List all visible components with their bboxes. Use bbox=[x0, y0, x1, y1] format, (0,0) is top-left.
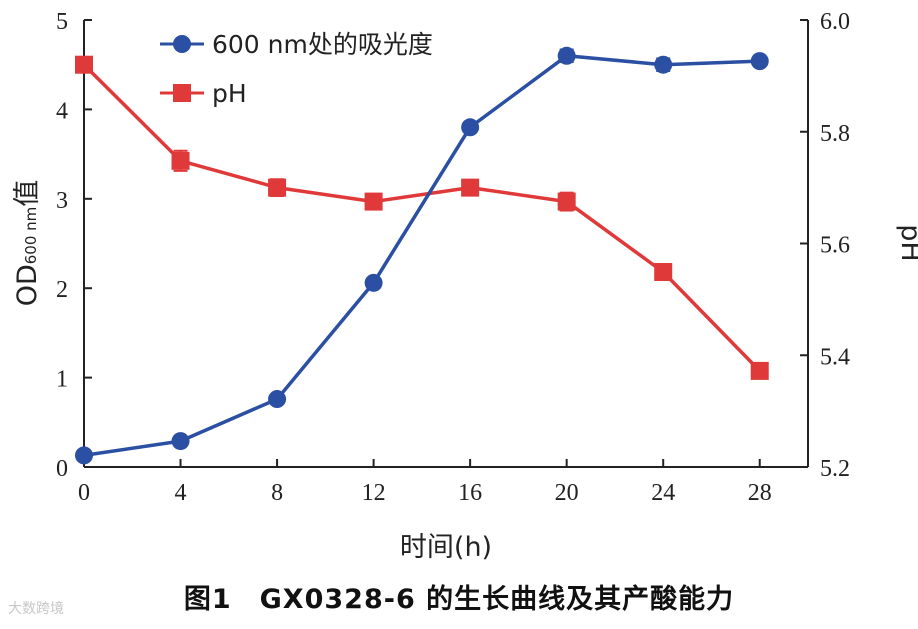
data-point-ph bbox=[268, 178, 287, 197]
x-axis-title: 时间(h) bbox=[400, 532, 492, 563]
data-point-ph bbox=[461, 178, 480, 197]
legend-od-label: 600 nm处的吸光度 bbox=[212, 30, 433, 59]
y-left-tick-label: 2 bbox=[56, 277, 68, 303]
y-right-tick-label: 5.4 bbox=[820, 344, 850, 370]
series-line-od bbox=[83, 54, 760, 458]
y-right-tick-label: 5.2 bbox=[820, 456, 850, 482]
watermark: 大数跨境 bbox=[8, 601, 64, 617]
x-tick-label: 28 bbox=[748, 480, 772, 506]
y-axis-title-left: OD600 nm值 bbox=[12, 180, 43, 307]
data-point-od bbox=[268, 390, 287, 409]
legend-ph-marker bbox=[173, 84, 191, 102]
data-point-ph bbox=[171, 151, 190, 170]
data-point-od bbox=[171, 432, 190, 451]
y-axis-title-left-sub: 600 nm bbox=[22, 207, 40, 265]
data-point-ph bbox=[750, 361, 769, 380]
figure-caption: 图1 GX0328-6 的生长曲线及其产酸能力 bbox=[183, 584, 735, 615]
x-tick-label: 20 bbox=[555, 480, 579, 506]
y-right-tick-label: 5.6 bbox=[820, 233, 850, 259]
data-point-od bbox=[654, 55, 673, 74]
data-point-od bbox=[75, 446, 93, 465]
y-axis-title-right: pH bbox=[895, 224, 918, 261]
y-axis-title-left-main: OD bbox=[12, 264, 43, 306]
y-right-tick-label: 6.0 bbox=[820, 9, 850, 35]
y-axis-title-left-tail: 值 bbox=[12, 180, 43, 207]
series-line-ph bbox=[82, 63, 761, 373]
data-point-ph bbox=[654, 262, 673, 281]
y-right-tick-label: 5.8 bbox=[820, 121, 850, 147]
legend: 600 nm处的吸光度 pH bbox=[160, 30, 433, 108]
y-left-tick-label: 5 bbox=[56, 9, 68, 35]
y-left-tick-label: 0 bbox=[56, 456, 68, 482]
data-point-ph bbox=[75, 55, 93, 74]
x-tick-label: 12 bbox=[362, 480, 386, 506]
x-tick-label: 8 bbox=[271, 480, 283, 506]
series-layer bbox=[75, 46, 769, 465]
y-left-tick-label: 4 bbox=[56, 98, 68, 124]
plot-frame bbox=[83, 20, 809, 468]
data-point-od bbox=[461, 118, 480, 137]
data-point-od bbox=[750, 52, 769, 71]
data-point-ph bbox=[364, 192, 383, 211]
x-tick-label: 0 bbox=[78, 480, 90, 506]
data-point-od bbox=[557, 46, 576, 65]
data-point-ph bbox=[557, 192, 576, 211]
x-tick-label: 24 bbox=[651, 480, 675, 506]
x-tick-label: 16 bbox=[458, 480, 482, 506]
legend-ph-label: pH bbox=[212, 79, 247, 108]
y-left-tick-label: 3 bbox=[56, 188, 68, 214]
x-tick-label: 4 bbox=[175, 480, 187, 506]
legend-od-marker bbox=[173, 35, 191, 53]
data-point-od bbox=[364, 273, 383, 292]
y-left-tick-label: 1 bbox=[56, 367, 68, 393]
